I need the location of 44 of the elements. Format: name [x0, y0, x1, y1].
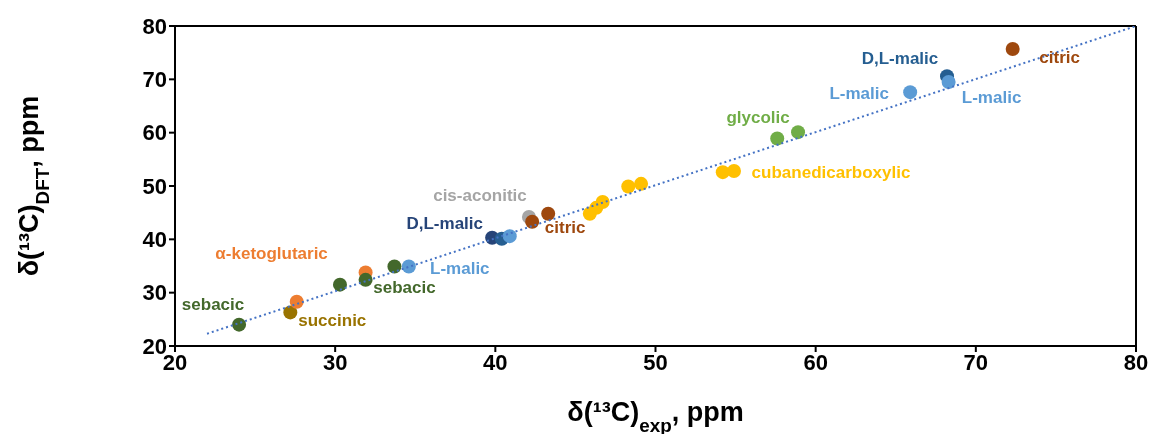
- series-label: citric: [544, 218, 586, 238]
- point: [634, 176, 649, 191]
- point: [726, 164, 741, 179]
- x-tick-label: 40: [483, 349, 508, 375]
- series-label: L-malic: [430, 259, 490, 279]
- series-label: L-malic: [829, 83, 889, 103]
- point: [621, 179, 636, 194]
- x-tick-label: 70: [963, 349, 989, 375]
- x-tick-label: 30: [322, 349, 348, 375]
- series-label: succinic: [298, 310, 367, 330]
- y-tick-label: 30: [142, 280, 167, 306]
- x-tick-label: 60: [803, 349, 828, 375]
- series-label: cubanedicarboxylic: [751, 162, 911, 182]
- point: [332, 277, 347, 292]
- point: [595, 195, 610, 209]
- point: [358, 272, 373, 287]
- series-label: D,L-malic: [861, 48, 939, 68]
- point: [770, 131, 785, 146]
- y-tick-label: 60: [142, 120, 167, 146]
- series-label: sebacic: [181, 295, 245, 315]
- point: [283, 305, 298, 320]
- series-label: cis-aconitic: [433, 186, 527, 206]
- point: [791, 125, 806, 140]
- point: [401, 259, 416, 274]
- series-label: glycolic: [726, 107, 790, 127]
- point: [541, 206, 556, 221]
- series-label: sebacic: [373, 278, 436, 298]
- series-label: L-malic: [961, 87, 1022, 107]
- y-tick-label: 80: [142, 13, 167, 39]
- point: [232, 317, 247, 332]
- y-tick-label: 70: [142, 67, 167, 93]
- series-label: α-ketoglutaric: [215, 243, 328, 263]
- point: [941, 75, 956, 89]
- point: [502, 229, 517, 244]
- point: [1005, 41, 1020, 56]
- series-label: citric: [1039, 48, 1080, 68]
- y-tick-label: 40: [142, 227, 167, 253]
- series-label: D,L-malic: [406, 214, 484, 234]
- point: [903, 85, 918, 100]
- x-tick-label: 80: [1123, 349, 1149, 375]
- point: [387, 259, 402, 274]
- y-tick-label: 50: [142, 173, 167, 199]
- point: [525, 214, 540, 229]
- x-tick-label: 50: [643, 349, 668, 375]
